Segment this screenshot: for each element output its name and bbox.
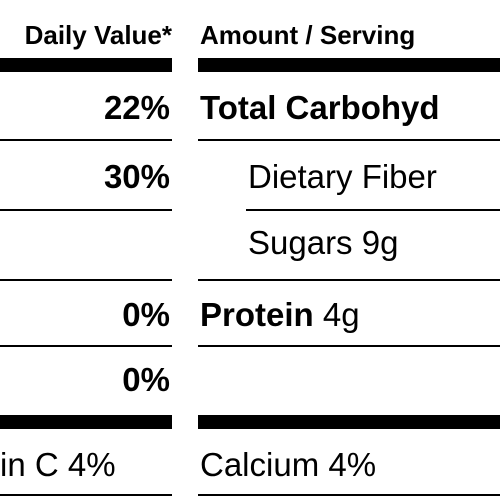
percent: 0% bbox=[122, 296, 170, 333]
rule bbox=[0, 209, 172, 211]
nutrient: Protein bbox=[200, 296, 314, 333]
percent: 0% bbox=[122, 361, 170, 398]
percent: 22% bbox=[103, 89, 170, 126]
rule bbox=[198, 494, 500, 496]
mineral: Calcium 4% bbox=[200, 446, 377, 483]
rule bbox=[0, 279, 172, 281]
percent: 30% bbox=[103, 158, 170, 195]
amount-header: Amount / Serving bbox=[200, 20, 416, 50]
rule bbox=[0, 494, 172, 496]
thick-rule bbox=[0, 415, 172, 429]
rule bbox=[198, 139, 500, 141]
thick-rule bbox=[198, 58, 500, 72]
vitamin: in C 4% bbox=[0, 446, 116, 483]
rule bbox=[0, 345, 172, 347]
thick-rule bbox=[0, 58, 172, 72]
thick-rule bbox=[198, 415, 500, 429]
rule bbox=[198, 345, 500, 347]
daily-value-header: Daily Value* bbox=[24, 20, 172, 50]
nutrient-line: Protein 4g bbox=[200, 295, 360, 335]
rule bbox=[0, 139, 172, 141]
amount: 4g bbox=[322, 296, 360, 333]
nutrient: Sugars 9g bbox=[248, 224, 399, 261]
rule bbox=[246, 209, 500, 211]
nutrient: Dietary Fiber bbox=[248, 158, 437, 195]
rule bbox=[198, 279, 500, 281]
nutrient: Total Carbohyd bbox=[200, 89, 440, 126]
